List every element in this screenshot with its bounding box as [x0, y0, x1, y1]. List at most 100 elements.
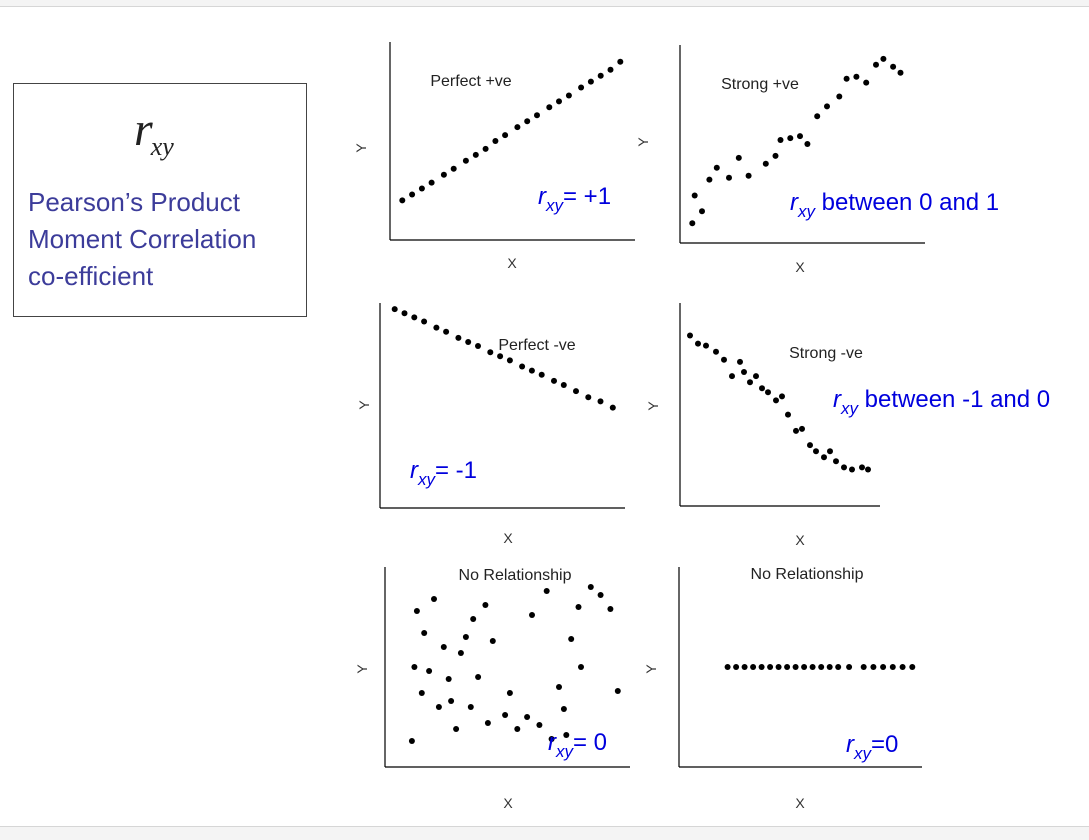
data-point — [753, 373, 759, 380]
y-axis-label: Y — [354, 664, 370, 674]
data-point — [695, 340, 701, 347]
data-point — [470, 616, 477, 622]
annotation-r: r — [833, 386, 842, 413]
data-point — [779, 393, 785, 400]
annotation-value: between -1 and 0 — [858, 386, 1050, 413]
data-point — [391, 306, 398, 313]
data-point — [726, 174, 732, 181]
data-point — [472, 151, 479, 158]
data-point — [524, 714, 531, 720]
data-point — [409, 191, 416, 198]
definition-box: rxy Pearson’s Product Moment Correlation… — [13, 83, 307, 317]
data-point — [575, 604, 582, 610]
data-point — [787, 135, 794, 142]
data-point — [514, 726, 521, 732]
data-point — [462, 634, 469, 640]
data-point — [821, 454, 827, 461]
data-point — [418, 690, 425, 696]
panel-title: Perfect -ve — [498, 337, 575, 354]
data-point — [873, 61, 879, 68]
data-point — [457, 650, 464, 656]
data-point — [443, 328, 450, 335]
data-point — [568, 636, 575, 642]
data-point — [897, 69, 904, 76]
data-point — [890, 63, 897, 70]
data-point — [597, 398, 604, 405]
data-point — [551, 377, 557, 384]
data-point — [421, 318, 428, 325]
window-bottom-edge — [0, 826, 1089, 840]
data-point — [455, 334, 462, 341]
correlation-annotation: rxy between -1 and 0 — [833, 386, 1050, 418]
data-point — [426, 668, 433, 674]
data-point — [759, 385, 765, 392]
annotation-value: = 0 — [573, 729, 607, 756]
annotation-r: r — [538, 183, 547, 210]
data-point — [706, 176, 713, 183]
data-point — [484, 720, 491, 726]
data-point — [703, 342, 709, 349]
annotation-subscript: xy — [555, 742, 575, 761]
data-point — [807, 442, 813, 449]
data-point — [411, 314, 418, 321]
data-point — [687, 332, 693, 339]
x-axis-label: X — [503, 530, 513, 546]
annotation-r: r — [846, 731, 855, 758]
data-point — [408, 738, 415, 744]
data-point — [506, 690, 513, 696]
data-point — [578, 664, 584, 670]
data-point — [689, 220, 696, 227]
data-point — [519, 363, 526, 370]
annotation-subscript: xy — [417, 470, 437, 489]
data-point — [440, 644, 447, 650]
rxy-symbol: rxy — [134, 102, 176, 161]
correlation-annotation: rxy= +1 — [538, 183, 611, 215]
symbol-subscript: xy — [150, 132, 174, 161]
data-point — [563, 732, 570, 738]
data-point — [587, 584, 594, 590]
data-point — [773, 397, 779, 404]
definition-line-1: Pearson’s Product — [28, 187, 240, 217]
data-point — [741, 369, 747, 375]
annotation-value: = +1 — [563, 183, 611, 210]
data-point — [729, 373, 735, 380]
data-point — [762, 160, 769, 167]
panel-title: Perfect +ve — [430, 73, 511, 90]
data-point — [538, 371, 545, 378]
data-point — [453, 726, 460, 732]
data-point — [462, 157, 469, 164]
data-point — [826, 664, 833, 670]
correlation-annotation: rxy=0 — [846, 731, 898, 763]
data-point — [849, 466, 855, 473]
data-point — [797, 133, 803, 140]
data-point — [411, 664, 418, 670]
data-point — [713, 164, 720, 171]
data-point — [824, 103, 830, 110]
data-point — [433, 324, 440, 331]
annotation-value: = -1 — [435, 457, 477, 484]
data-point — [699, 208, 705, 215]
data-point — [475, 674, 482, 680]
data-point — [909, 664, 916, 670]
data-point — [801, 664, 808, 670]
panel-title: Strong +ve — [721, 76, 799, 93]
data-point — [833, 458, 839, 465]
data-point — [450, 165, 457, 172]
data-point — [713, 348, 719, 355]
data-point — [587, 78, 594, 85]
symbol-r: r — [134, 103, 153, 156]
annotation-r: r — [548, 729, 557, 756]
data-point — [735, 154, 742, 161]
data-point — [617, 58, 624, 65]
panel-title: No Relationship — [751, 566, 864, 583]
annotation-r: r — [790, 189, 799, 216]
y-axis-label: Y — [356, 400, 372, 410]
data-point — [492, 138, 499, 144]
data-point — [889, 664, 896, 670]
data-point — [741, 664, 748, 670]
data-point — [560, 382, 567, 388]
